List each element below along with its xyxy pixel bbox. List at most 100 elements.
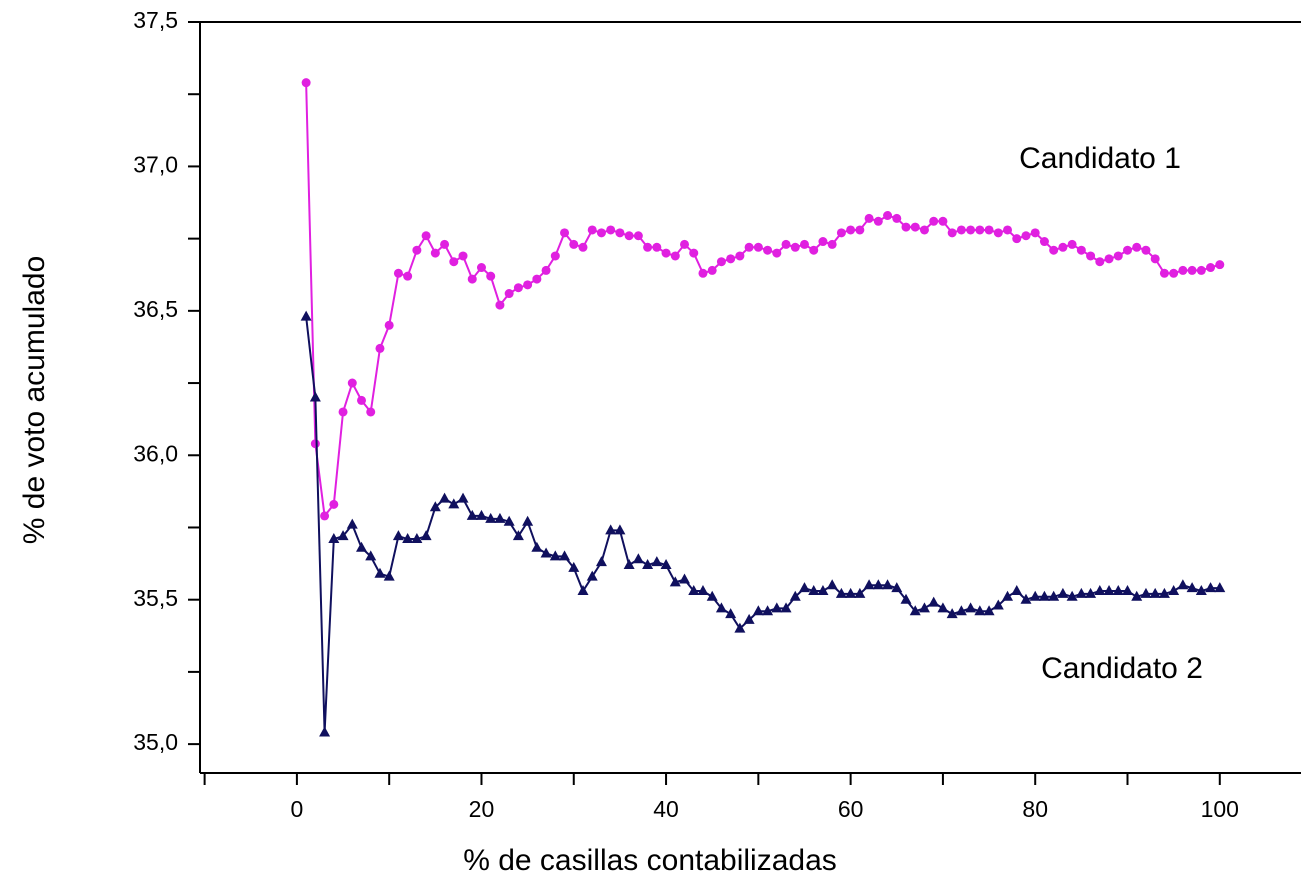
point-marker [522,515,534,526]
point-marker [1075,587,1087,598]
point-marker [882,579,894,590]
point-marker [632,553,644,564]
point-marker [494,512,506,523]
point-marker [633,231,643,241]
point-marker [1095,257,1105,267]
point-marker [846,225,856,235]
point-marker [689,248,699,258]
x-tick-label: 20 [469,796,495,822]
point-marker [909,605,921,616]
point-marker [531,541,543,552]
point-marker [883,211,893,221]
point-marker [559,550,571,561]
point-marker [855,225,865,235]
point-marker [1215,260,1225,270]
x-tick-label: 60 [838,796,864,822]
point-marker [1113,251,1123,261]
point-marker [910,222,920,232]
point-marker [827,239,837,249]
point-marker [901,222,911,232]
point-marker [826,579,838,590]
point-marker [1021,231,1031,241]
point-marker [347,378,357,388]
point-marker [974,605,986,616]
point-marker [744,242,754,252]
point-marker [1149,587,1161,598]
point-marker [698,268,708,278]
y-tick-label: 36,5 [133,296,178,322]
point-marker [606,225,616,235]
point-marker [1177,579,1189,590]
point-marker [1012,234,1022,244]
point-marker [1187,265,1197,275]
point-marker [835,587,847,598]
point-marker [375,343,385,353]
point-marker [1131,590,1143,601]
point-marker [798,582,810,593]
point-marker [1020,593,1032,604]
point-marker [983,605,995,616]
point-marker [716,257,726,267]
point-marker [457,492,469,503]
point-marker [1168,585,1180,596]
point-marker [475,509,487,520]
point-marker [512,530,524,541]
y-tick-label: 37,0 [133,152,178,178]
point-marker [614,524,626,535]
point-marker [697,585,709,596]
point-marker [1206,263,1216,273]
point-marker [1196,265,1206,275]
point-marker [1205,582,1217,593]
point-marker [965,602,977,613]
point-marker [984,225,994,235]
point-marker [560,228,570,238]
point-marker [652,242,662,252]
point-marker [328,533,340,544]
y-tick-label: 35,0 [133,729,178,755]
point-marker [366,407,376,417]
point-marker [763,245,773,255]
point-marker [643,242,653,252]
point-marker [586,570,598,581]
point-marker [661,248,671,258]
point-marker [966,225,976,235]
point-marker [578,242,588,252]
point-marker [771,602,783,613]
point-marker [938,216,948,226]
point-marker [337,530,349,541]
point-marker [726,254,736,264]
point-marker [1178,265,1188,275]
point-marker [854,587,866,598]
point-marker [956,225,966,235]
point-marker [411,533,423,544]
point-marker [569,239,579,249]
point-marker [523,280,533,290]
x-tick-label: 100 [1201,796,1239,822]
point-marker [789,590,801,601]
point-marker [412,245,422,255]
point-marker [975,225,985,235]
y-axis-title: % de voto acumulado [18,256,51,545]
point-marker [384,320,394,330]
point-marker [1186,582,1198,593]
x-tick-label: 0 [291,796,304,822]
point-marker [338,407,348,417]
x-tick-label: 80 [1022,796,1048,822]
point-marker [1049,245,1059,255]
point-marker [1067,239,1077,249]
point-marker [550,251,560,261]
point-marker [1002,590,1014,601]
series-line [305,82,1221,519]
point-marker [1104,254,1114,264]
point-marker [486,271,496,281]
point-marker [429,501,441,512]
point-marker [1066,590,1078,601]
point-marker [532,274,542,284]
point-marker [753,242,763,252]
point-marker [929,216,939,226]
point-marker [577,585,589,596]
point-marker [374,567,386,578]
point-marker [679,573,691,584]
point-marker [1214,582,1226,593]
point-marker [818,237,828,247]
